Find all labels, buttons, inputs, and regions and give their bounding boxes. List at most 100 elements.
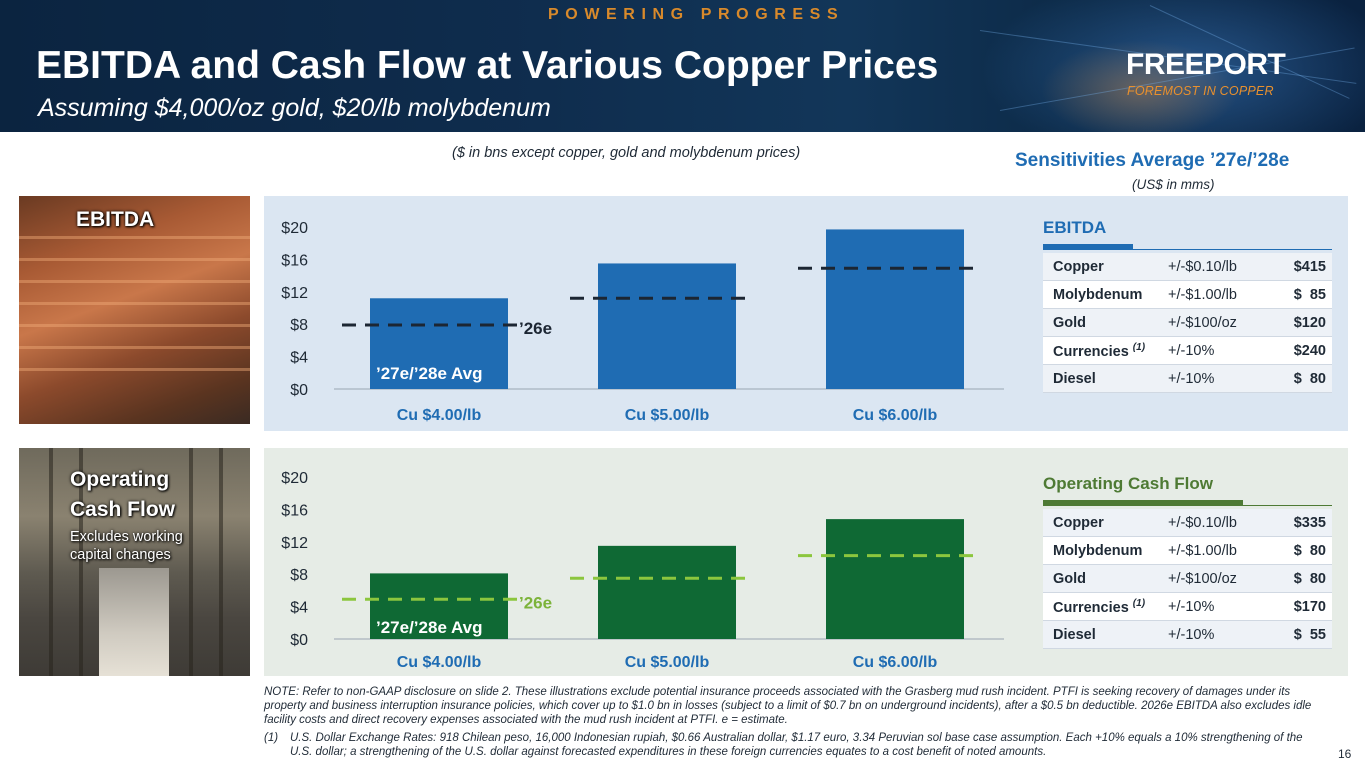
sensitivity-driver-name: Gold [1053,570,1087,587]
bar [598,263,736,389]
sensitivity-range: +/-$1.00/lb [1168,542,1237,559]
conveyor-photo: Operating Cash Flow Excludes working cap… [19,448,250,676]
sensitivity-range: +/-$0.10/lb [1168,514,1237,531]
bar [598,545,736,639]
y-tick-label: $16 [281,252,308,269]
tagline: POWERING PROGRESS [548,6,845,23]
sensitivity-row: Copper +/-$0.10/lb $335 [1043,509,1332,537]
sensitivity-driver: Copper [1043,515,1168,531]
sensitivity-range: +/-$1.00/lb [1168,286,1237,303]
bar-series-label: ’27e/’28e Avg [376,618,482,637]
bar-series-label: ’27e/’28e Avg [376,364,482,383]
page-title: EBITDA and Cash Flow at Various Copper P… [36,44,939,87]
bar [370,573,508,639]
sensitivity-row: Molybdenum +/-$1.00/lb $ 85 [1043,281,1332,309]
ebitda-photo-label: EBITDA [76,208,155,231]
sensitivity-driver: Currencies (1) [1043,342,1168,360]
category-label: Cu $6.00/lb [853,407,938,424]
y-tick-label: $16 [281,502,308,519]
sensitivity-range: +/-$0.10/lb [1168,258,1237,275]
sensitivity-driver-name: Diesel [1053,626,1096,643]
footnote-main: NOTE: Refer to non-GAAP disclosure on sl… [264,686,1312,726]
sensitivity-row: Currencies (1) +/-10% $240 [1043,337,1332,365]
sensitivity-value: $335 [1293,514,1326,531]
ebitda-sensitivity-table: EBITDA Copper +/-$0.10/lb $415 Molybdenum +/… [1043,218,1332,393]
ocf-photo-sub-line2: capital changes [70,547,171,563]
sensitivity-row: Gold +/-$100/oz $ 80 [1043,565,1332,593]
sensitivity-range: +/-10% [1168,370,1215,387]
sensitivity-driver: Copper [1043,259,1168,275]
sensitivity-row: Copper +/-$0.10/lb $415 [1043,253,1332,281]
units-note: ($ in bns except copper, gold and molybd… [452,145,801,161]
sensitivities-title: Sensitivities Average ’27e/’28e [1015,150,1290,171]
footnote-marker: (1) [1132,341,1146,353]
ocf-chart: $0 $4 $8 $12 $16 $20 Cu $4.00/lb Cu $5.00/lb Cu … [281,470,1004,671]
ebitda-heading-rule [1043,244,1332,250]
sensitivity-row: Gold +/-$100/oz $120 [1043,309,1332,337]
sensitivity-range: +/-$100/oz [1168,314,1237,331]
footnote-number: (1) [264,732,279,744]
sensitivity-value: $240 [1293,342,1326,359]
sensitivity-range: +/-10% [1168,598,1215,615]
sensitivity-driver-name: Currencies [1053,343,1129,360]
sensitivity-driver-name: Diesel [1053,370,1096,387]
line-series-label: ’26e [519,593,552,612]
sensitivity-driver: Gold [1043,571,1168,587]
category-label: Cu $6.00/lb [853,654,938,671]
banner-glow-warm [1040,40,1240,132]
sensitivity-driver-name: Gold [1053,314,1087,331]
y-tick-label: $0 [290,382,308,399]
ocf-photo-sub-line1: Excludes working [70,529,183,545]
sensitivities-subtitle: (US$ in mms) [1132,177,1215,192]
sensitivity-driver-name: Currencies [1053,599,1129,616]
sensitivity-driver-name: Molybdenum [1053,542,1143,559]
y-tick-label: $4 [290,600,308,617]
sensitivity-row: Molybdenum +/-$1.00/lb $ 80 [1043,537,1332,565]
bar [370,298,508,389]
sensitivity-range: +/-10% [1168,342,1215,359]
header-banner: POWERING PROGRESS EBITDA and Cash Flow a… [0,0,1365,132]
sensitivity-value: $ 80 [1293,370,1326,387]
sensitivity-value: $415 [1293,258,1326,275]
sensitivity-row: Currencies (1) +/-10% $170 [1043,593,1332,621]
sensitivity-driver: Diesel [1043,627,1168,643]
banner-glow [980,0,1365,132]
sensitivity-range: +/-10% [1168,626,1215,643]
category-label: Cu $5.00/lb [625,407,710,424]
sensitivity-driver-name: Molybdenum [1053,286,1143,303]
page-subtitle: Assuming $4,000/oz gold, $20/lb molybden… [38,94,551,122]
sensitivity-row: Diesel +/-10% $ 55 [1043,621,1332,649]
y-tick-label: $4 [290,350,308,367]
y-tick-label: $8 [290,317,308,334]
footnote-marker: (1) [1132,597,1146,609]
sensitivity-value: $120 [1293,314,1326,331]
sensitivity-driver: Currencies (1) [1043,598,1168,616]
sensitivity-value: $ 55 [1293,626,1326,643]
category-label: Cu $4.00/lb [397,407,482,424]
footnote-1: (1) U.S. Dollar Exchange Rates: 918 Chil… [264,731,1324,759]
y-tick-label: $20 [281,470,308,487]
sensitivity-driver: Molybdenum [1043,543,1168,559]
y-tick-label: $12 [281,535,308,552]
ocf-sensitivity-heading: Operating Cash Flow [1043,474,1214,493]
ocf-heading-rule [1043,500,1332,506]
sensitivity-value: $ 85 [1293,286,1326,303]
sensitivity-row: Diesel +/-10% $ 80 [1043,365,1332,393]
sensitivity-driver: Gold [1043,315,1168,331]
y-tick-label: $20 [281,220,308,237]
ebitda-sensitivity-heading: EBITDA [1043,218,1107,237]
sensitivity-range: +/-$100/oz [1168,570,1237,587]
sensitivity-value: $170 [1293,598,1326,615]
y-tick-label: $8 [290,567,308,584]
line-series-label: ’26e [519,319,552,338]
sensitivity-value: $ 80 [1293,542,1326,559]
ocf-photo-label-line1: Operating [70,468,170,491]
sensitivity-driver: Diesel [1043,371,1168,387]
logo-tagline: FOREMOST IN COPPER [1127,84,1274,98]
freeport-logo: FREEPORT [1126,48,1286,81]
page-number: 16 [1338,747,1352,761]
conveyor-belt [99,568,169,676]
ocf-sensitivity-table: Operating Cash Flow Copper +/-$0.10/lb $33… [1043,474,1332,649]
ebitda-chart: $0 $4 $8 $12 $16 $20 Cu $4.00/lb Cu $5.00/lb Cu … [281,220,1004,424]
sensitivity-driver-name: Copper [1053,514,1104,531]
